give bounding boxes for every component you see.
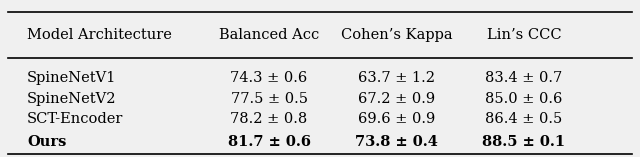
Text: 85.0 ± 0.6: 85.0 ± 0.6	[485, 92, 563, 106]
Text: Balanced Acc: Balanced Acc	[219, 28, 319, 42]
Text: 86.4 ± 0.5: 86.4 ± 0.5	[485, 112, 563, 126]
Text: 67.2 ± 0.9: 67.2 ± 0.9	[358, 92, 435, 106]
Text: SCT-Encoder: SCT-Encoder	[27, 112, 124, 126]
Text: 78.2 ± 0.8: 78.2 ± 0.8	[230, 112, 308, 126]
Text: 74.3 ± 0.6: 74.3 ± 0.6	[230, 71, 308, 86]
Text: Model Architecture: Model Architecture	[27, 28, 172, 42]
Text: 63.7 ± 1.2: 63.7 ± 1.2	[358, 71, 435, 86]
Text: 77.5 ± 0.5: 77.5 ± 0.5	[230, 92, 308, 106]
Text: 73.8 ± 0.4: 73.8 ± 0.4	[355, 135, 438, 149]
Text: Cohen’s Kappa: Cohen’s Kappa	[340, 28, 452, 42]
Text: Lin’s CCC: Lin’s CCC	[486, 28, 561, 42]
Text: Ours: Ours	[27, 135, 67, 149]
Text: 83.4 ± 0.7: 83.4 ± 0.7	[485, 71, 563, 86]
Text: SpineNetV1: SpineNetV1	[27, 71, 116, 86]
Text: 88.5 ± 0.1: 88.5 ± 0.1	[483, 135, 566, 149]
Text: SpineNetV2: SpineNetV2	[27, 92, 116, 106]
Text: 81.7 ± 0.6: 81.7 ± 0.6	[228, 135, 310, 149]
Text: 69.6 ± 0.9: 69.6 ± 0.9	[358, 112, 435, 126]
